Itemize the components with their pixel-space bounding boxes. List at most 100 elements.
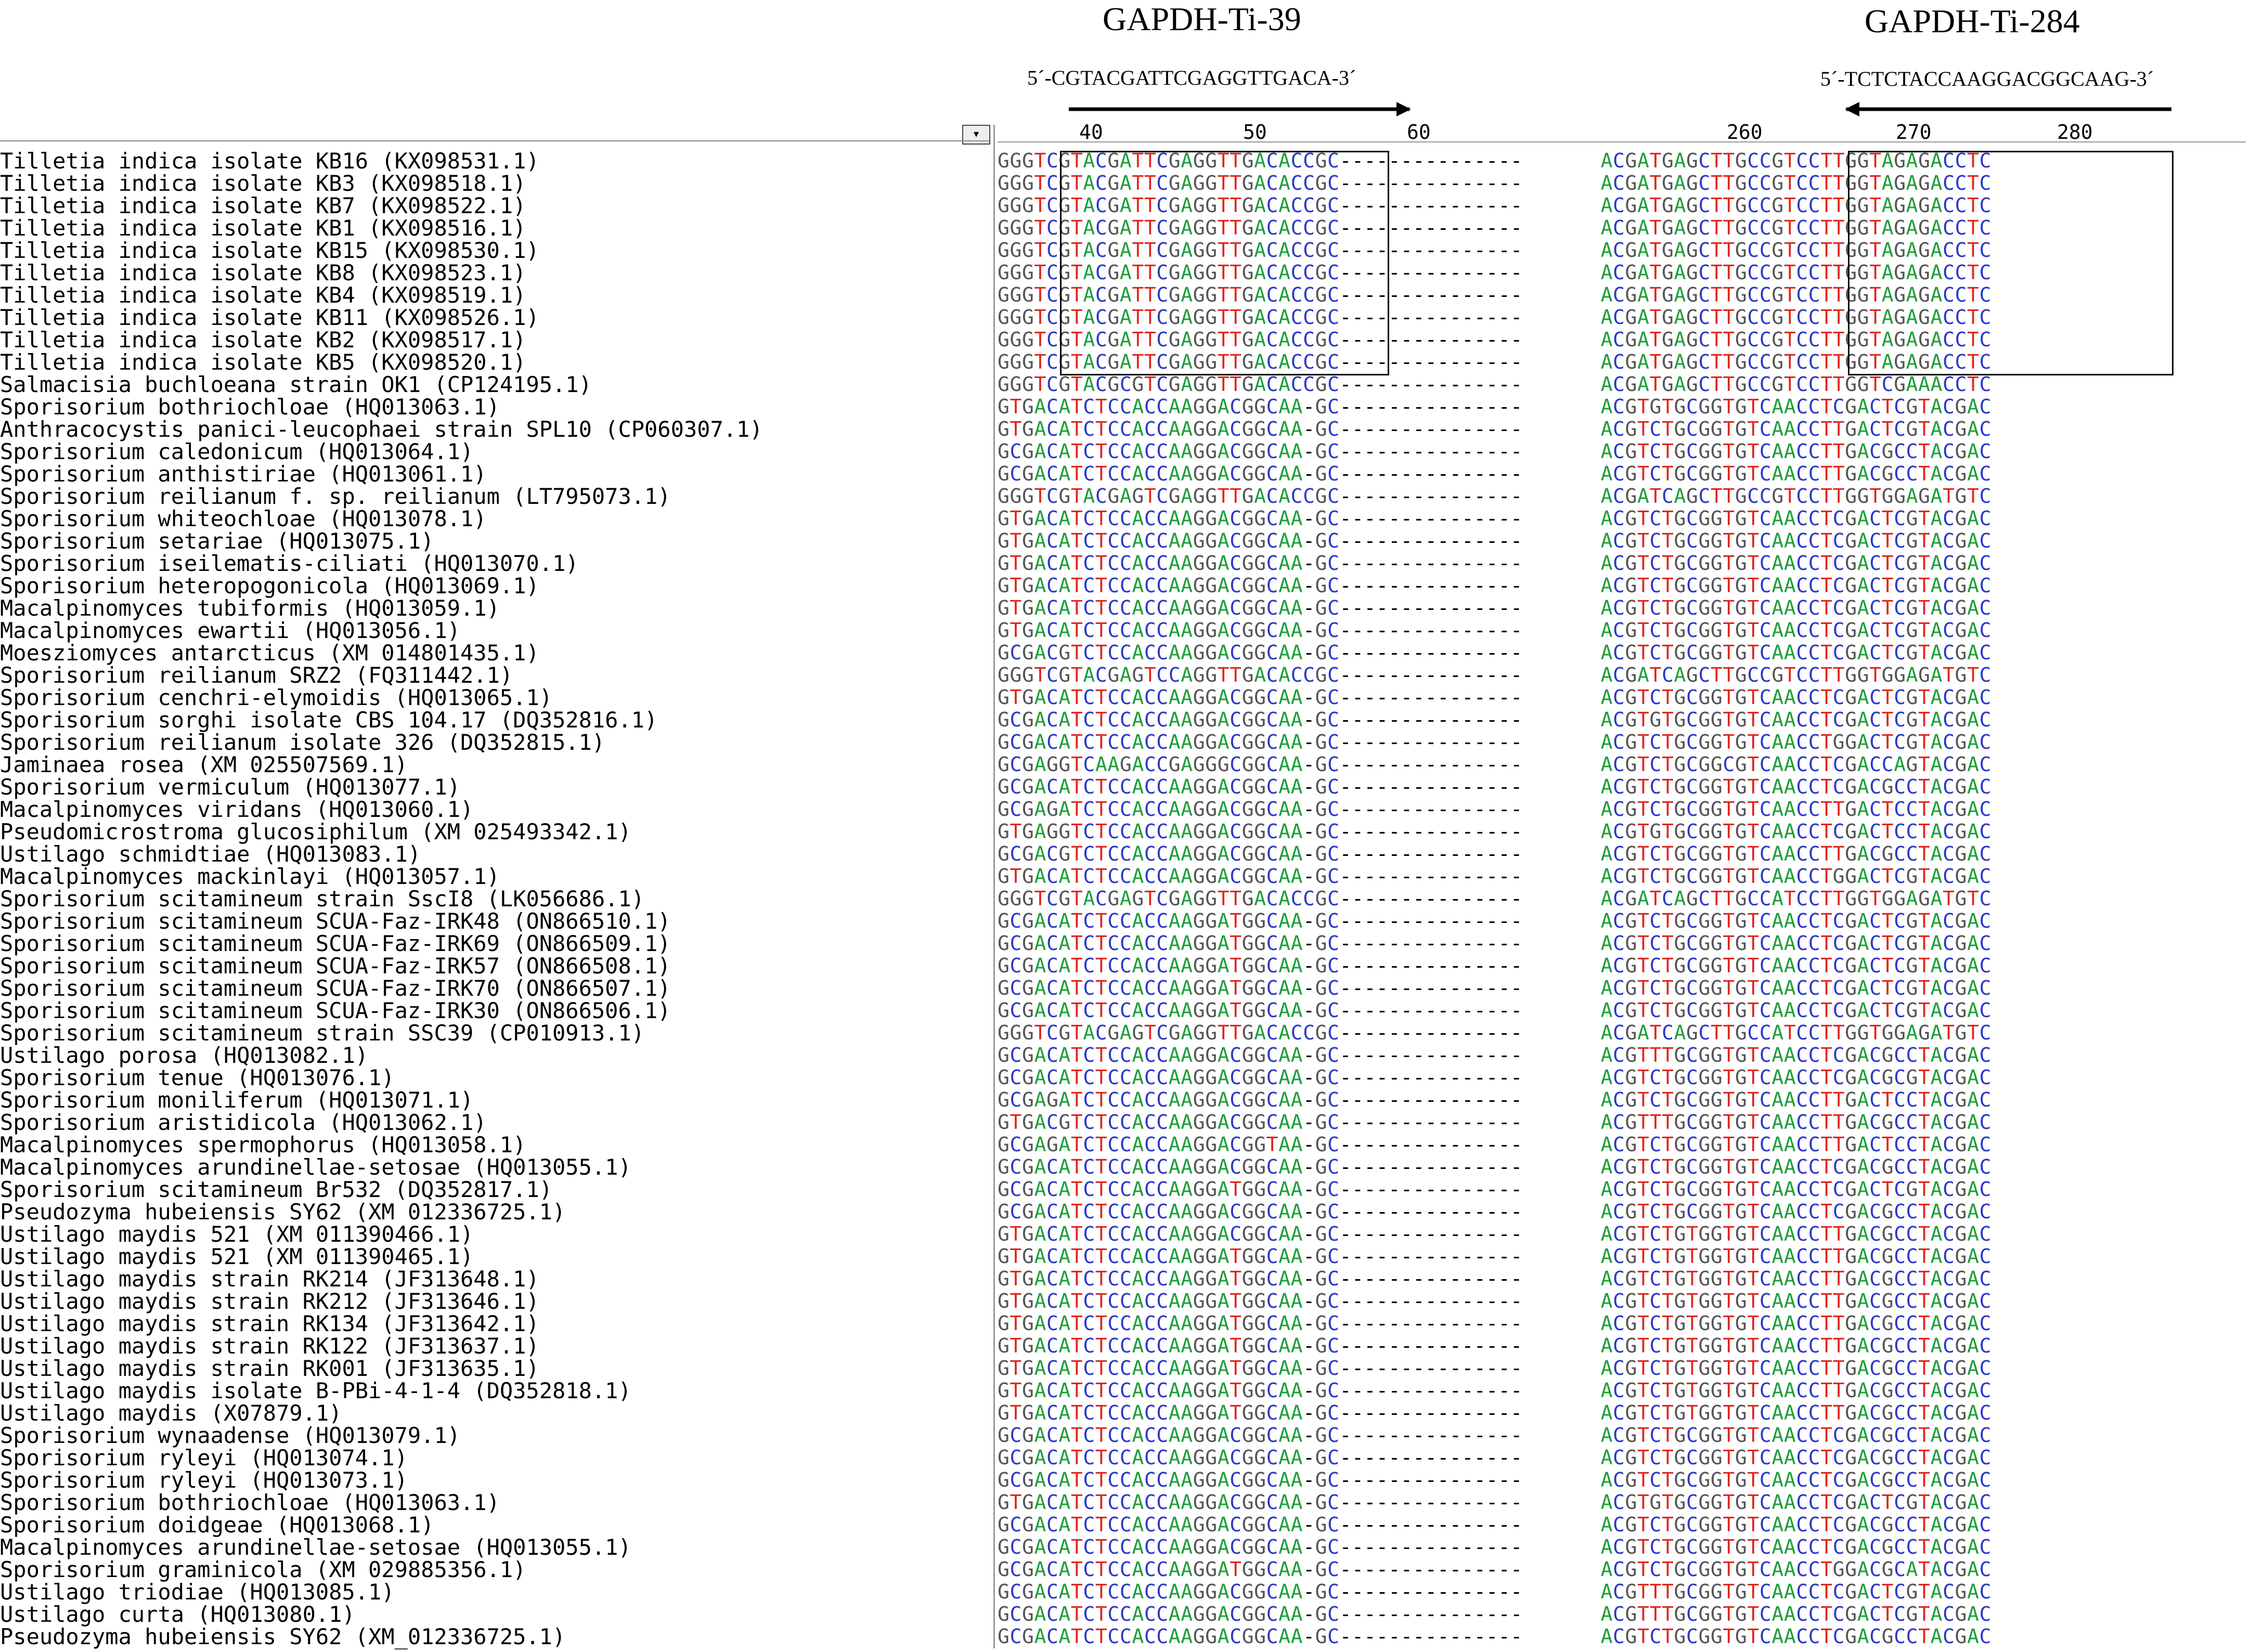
alignment-gap: ---------------: [1339, 1312, 1523, 1335]
sequence-right-segment: ACGTGTGCGGTGTCAACCTCGACTCCTACGAC: [1600, 820, 1992, 843]
sequence-name[interactable]: Ustilago maydis 521 (XM 011390465.1): [0, 1244, 474, 1269]
alignment-row: GTGACATCTCCACCAAGGACGGCAA-GC------------…: [998, 686, 1991, 709]
sequence-name[interactable]: Salmacisia buchloeana strain OK1 (CP1241…: [0, 372, 592, 397]
sequence-name[interactable]: Sporisorium scitamineum strain SSC39 (CP…: [0, 1020, 645, 1046]
sequence-left-segment: GCGACATCTCCACCAAGGACGGCAA-GC: [998, 440, 1340, 463]
sequence-name[interactable]: Sporisorium moniliferum (HQ013071.1): [0, 1087, 474, 1113]
sequence-name[interactable]: Macalpinomyces mackinlayi (HQ013057.1): [0, 864, 500, 889]
sequence-name[interactable]: Sporisorium ryleyi (HQ013073.1): [0, 1467, 408, 1493]
sequence-name[interactable]: Tilletia indica isolate KB8 (KX098523.1): [0, 260, 526, 285]
sequence-name[interactable]: Sporisorium tenue (HQ013076.1): [0, 1065, 395, 1090]
sequence-name[interactable]: Ustilago maydis strain RK134 (JF313642.1…: [0, 1311, 539, 1336]
sequence-name[interactable]: Tilletia indica isolate KB4 (KX098519.1): [0, 282, 526, 308]
alignment-gap: ---------------: [1339, 1178, 1523, 1201]
sequence-name[interactable]: Macalpinomyces arundinellae-setosae (HQ0…: [0, 1534, 631, 1560]
column-dropdown-button[interactable]: ▾: [962, 125, 990, 145]
sequence-name[interactable]: Sporisorium whiteochloae (HQ013078.1): [0, 506, 487, 531]
sequence-name[interactable]: Anthracocystis panici-leucophaei strain …: [0, 417, 763, 442]
sequence-name[interactable]: Sporisorium scitamineum SCUA-Faz-IRK48 (…: [0, 908, 671, 934]
pane-divider[interactable]: [993, 125, 995, 1648]
alignment-gap: ---------------: [1339, 753, 1523, 776]
sequence-name[interactable]: Ustilago maydis (X07879.1): [0, 1400, 342, 1426]
sequence-name[interactable]: Jaminaea rosea (XM 025507569.1): [0, 752, 408, 777]
sequence-name[interactable]: Sporisorium iseilematis-ciliati (HQ01307…: [0, 551, 579, 576]
sequence-left-segment: GTGACATCTCCACCAAGGATGGCAA-GC: [998, 1290, 1340, 1312]
sequence-name[interactable]: Ustilago triodiae (HQ013085.1): [0, 1579, 395, 1605]
sequence-name[interactable]: Ustilago maydis strain RK122 (JF313637.1…: [0, 1333, 539, 1359]
sequence-name[interactable]: Tilletia indica isolate KB3 (KX098518.1): [0, 171, 526, 196]
alignment-gap: ---------------: [1339, 418, 1523, 440]
sequence-left-segment: GCGAGATCTCCACCAAGGACGGTAA-GC: [998, 1133, 1340, 1156]
sequence-name[interactable]: Ustilago maydis isolate B-PBi-4-1-4 (DQ3…: [0, 1378, 631, 1403]
sequence-left-segment: GCGACATCTCCACCAAGGACGGCAA-GC: [998, 1200, 1340, 1223]
sequence-name[interactable]: Sporisorium scitamineum strain SscI8 (LK…: [0, 886, 645, 912]
sequence-name[interactable]: Sporisorium reilianum isolate 326 (DQ352…: [0, 730, 605, 755]
sequence-name[interactable]: Sporisorium scitamineum SCUA-Faz-IRK30 (…: [0, 998, 671, 1023]
sequence-name[interactable]: Macalpinomyces tubiformis (HQ013059.1): [0, 595, 500, 621]
sequence-name[interactable]: Sporisorium scitamineum Br532 (DQ352817.…: [0, 1177, 553, 1202]
sequence-name[interactable]: Tilletia indica isolate KB5 (KX098520.1): [0, 349, 526, 375]
sequence-name[interactable]: Tilletia indica isolate KB16 (KX098531.1…: [0, 148, 539, 174]
alignment-row: GCGAGATCTCCACCAAGGACGGTAA-GC------------…: [998, 1134, 1991, 1156]
sequence-name[interactable]: Ustilago maydis strain RK212 (JF313646.1…: [0, 1289, 539, 1314]
sequence-name[interactable]: Sporisorium anthistiriae (HQ013061.1): [0, 461, 487, 487]
sequence-name[interactable]: Ustilago maydis strain RK001 (JF313635.1…: [0, 1356, 539, 1381]
alignment-gap: ---------------: [1339, 686, 1523, 709]
sequence-name[interactable]: Macalpinomyces arundinellae-setosae (HQ0…: [0, 1154, 631, 1180]
sequence-name[interactable]: Sporisorium caledonicum (HQ013064.1): [0, 439, 474, 464]
sequence-name[interactable]: Tilletia indica isolate KB11 (KX098526.1…: [0, 305, 539, 330]
sequence-right-segment: ACGTCTGCGGTGTCAACCTCGACGCCTACGAC: [1600, 1536, 1992, 1558]
alignment-gap: ---------------: [1339, 1111, 1523, 1134]
sequence-name[interactable]: Sporisorium sorghi isolate CBS 104.17 (D…: [0, 707, 658, 733]
sequence-right-segment: ACGATGAGCTTGCCGTCCTTGGTAGAGACCTC: [1600, 172, 1992, 194]
sequence-name[interactable]: Tilletia indica isolate KB1 (KX098516.1): [0, 215, 526, 241]
sequence-name[interactable]: Sporisorium scitamineum SCUA-Faz-IRK57 (…: [0, 953, 671, 979]
sequence-left-segment: GCGACATCTCCACCAAGGACGGCAA-GC: [998, 1513, 1340, 1536]
sequence-name[interactable]: Tilletia indica isolate KB7 (KX098522.1): [0, 193, 526, 218]
sequence-name[interactable]: Sporisorium graminicola (XM 029885356.1): [0, 1557, 526, 1582]
sequence-name[interactable]: Sporisorium reilianum f. sp. reilianum (…: [0, 484, 671, 509]
sequence-left-segment: GGGTCGTACGATTCGAGGTTGACACCGC: [998, 172, 1340, 194]
sequence-name[interactable]: Sporisorium cenchri-elymoidis (HQ013065.…: [0, 685, 553, 710]
sequence-name[interactable]: Sporisorium bothriochloae (HQ013063.1): [0, 1490, 500, 1515]
alignment-gap: ---------------: [1339, 373, 1523, 396]
alignment-row: GTGACATCTCCACCAAGGACGGCAA-GC------------…: [998, 619, 1991, 642]
sequence-name[interactable]: Sporisorium ryleyi (HQ013074.1): [0, 1445, 408, 1471]
alignment-gap: ---------------: [1339, 1491, 1523, 1514]
sequence-name[interactable]: Sporisorium scitamineum SCUA-Faz-IRK69 (…: [0, 931, 671, 956]
sequence-name[interactable]: Sporisorium reilianum SRZ2 (FQ311442.1): [0, 662, 513, 688]
sequence-right-segment: ACGTCTGCGGTGTCAACCTCGACTCGTACGAC: [1600, 932, 1992, 955]
sequence-name[interactable]: Ustilago maydis strain RK214 (JF313648.1…: [0, 1266, 539, 1292]
sequence-name[interactable]: Pseudozyma hubeiensis SY62 (XM_012336725…: [0, 1624, 566, 1649]
alignment-gap: ---------------: [1339, 1133, 1523, 1156]
sequence-name[interactable]: Sporisorium heteropogonicola (HQ013069.1…: [0, 573, 539, 599]
sequence-name[interactable]: Tilletia indica isolate KB15 (KX098530.1…: [0, 238, 539, 263]
sequence-name[interactable]: Macalpinomyces ewartii (HQ013056.1): [0, 618, 461, 643]
sequence-name[interactable]: Moesziomyces antarcticus (XM 014801435.1…: [0, 640, 539, 666]
sequence-right-segment: ACGATGAGCTTGCCGTCCTTGGTAGAGACCTC: [1600, 350, 1992, 373]
sequence-name[interactable]: Sporisorium bothriochloae (HQ013063.1): [0, 394, 500, 420]
sequence-right-segment: ACGTCTGCGGTGTCAACCTCGACTCGTACGAC: [1600, 977, 1992, 999]
sequence-name[interactable]: Tilletia indica isolate KB2 (KX098517.1): [0, 327, 526, 353]
sequence-right-segment: ACGTCTGCGGTGTCAACCTCGACGCCTACGAC: [1600, 1468, 1992, 1491]
sequence-name[interactable]: Pseudomicrostroma glucosiphilum (XM 0254…: [0, 819, 631, 844]
sequence-name[interactable]: Sporisorium aristidicola (HQ013062.1): [0, 1110, 487, 1135]
sequence-right-segment: ACGTCTGCGGTGTCAACCTCGACTCGTACGAC: [1600, 686, 1992, 709]
sequence-name[interactable]: Ustilago curta (HQ013080.1): [0, 1602, 355, 1627]
alignment-gap: ---------------: [1339, 909, 1523, 932]
sequence-name[interactable]: Macalpinomyces spermophorus (HQ013058.1): [0, 1132, 526, 1157]
sequence-name[interactable]: Sporisorium vermiculum (HQ013077.1): [0, 774, 461, 800]
sequence-name[interactable]: Ustilago porosa (HQ013082.1): [0, 1043, 369, 1068]
sequence-name[interactable]: Ustilago schmidtiae (HQ013083.1): [0, 841, 421, 867]
sequence-name[interactable]: Macalpinomyces viridans (HQ013060.1): [0, 797, 474, 822]
alignment-gap: ---------------: [1339, 1155, 1523, 1178]
sequence-left-segment: GCGACATCTCCACCAAGGATGGCAA-GC: [998, 932, 1340, 955]
forward-primer-title: GAPDH-Ti-39: [1103, 1, 1301, 37]
sequence-name[interactable]: Sporisorium doidgeae (HQ013068.1): [0, 1512, 434, 1538]
sequence-name[interactable]: Sporisorium setariae (HQ013075.1): [0, 528, 434, 554]
sequence-right-segment: ACGATGAGCTTGCCGTCCTTGGTAGAGACCTC: [1600, 149, 1992, 172]
sequence-name[interactable]: Pseudozyma hubeiensis SY62 (XM 012336725…: [0, 1199, 566, 1225]
sequence-name[interactable]: Sporisorium wynaadense (HQ013079.1): [0, 1423, 461, 1448]
sequence-name[interactable]: Ustilago maydis 521 (XM 011390466.1): [0, 1221, 474, 1247]
sequence-name[interactable]: Sporisorium scitamineum SCUA-Faz-IRK70 (…: [0, 975, 671, 1001]
